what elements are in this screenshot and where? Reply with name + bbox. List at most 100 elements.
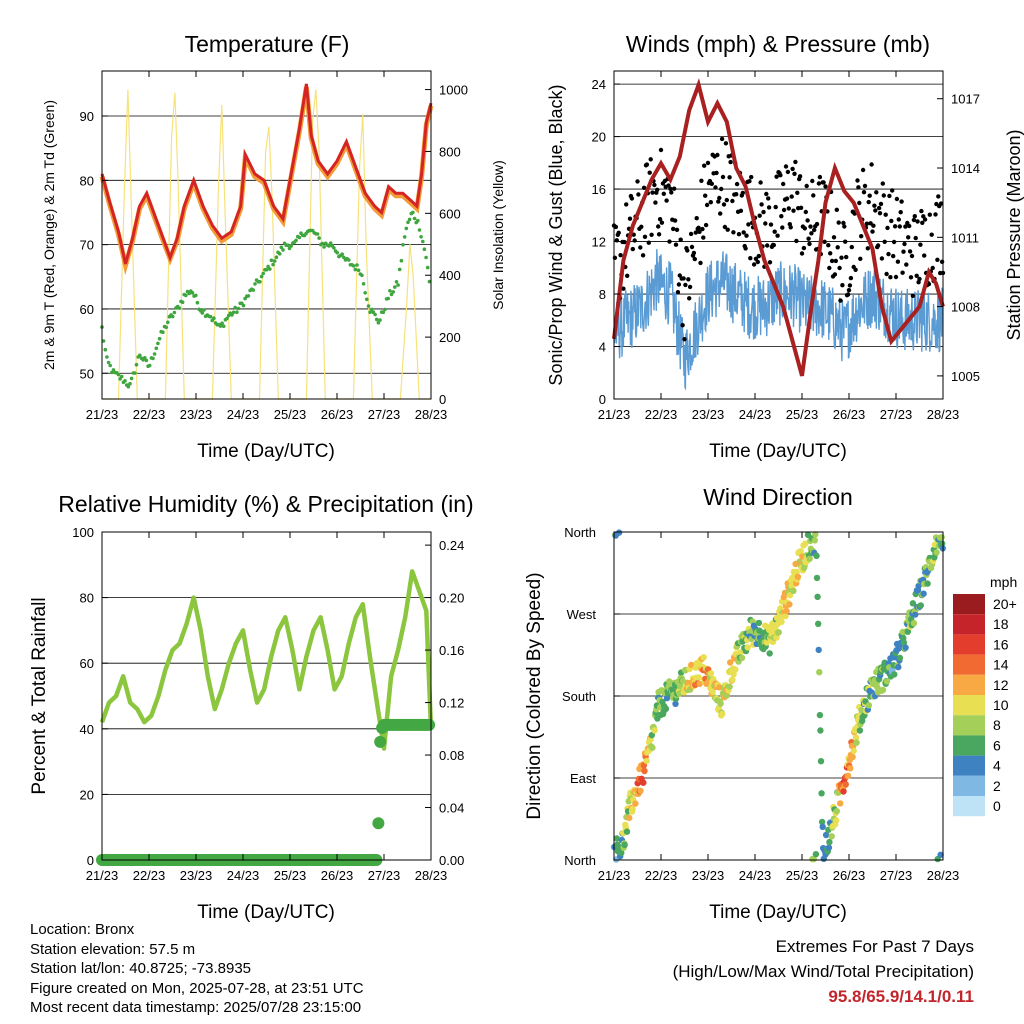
dewpoint-point (416, 218, 420, 223)
gust-point (909, 253, 915, 259)
dewpoint-point (119, 374, 124, 379)
gust-point (678, 237, 683, 242)
gust-point (655, 187, 660, 192)
temperature-xlabel: Time (Day/UTC) (197, 441, 335, 462)
x-tick-label: 23/23 (180, 407, 213, 422)
y-tick-label: 20 (592, 130, 606, 145)
gust-point (774, 174, 779, 179)
dewpoint-point (208, 314, 213, 319)
direction-point (790, 587, 797, 594)
direction-point (837, 800, 844, 807)
gust-point (898, 210, 903, 215)
y-tick-label: 60 (80, 302, 94, 317)
gust-point (869, 162, 874, 167)
dewpoint-point (236, 306, 241, 311)
winds-ylabel-right: Station Pressure (Maroon) (1004, 129, 1024, 340)
direction-point (793, 568, 800, 576)
gust-point (621, 286, 626, 291)
gust-point (771, 242, 776, 248)
direction-point (623, 828, 631, 835)
gust-point (835, 245, 840, 250)
direction-point (883, 678, 891, 685)
dewpoint-point (289, 244, 294, 248)
direction-point (842, 781, 849, 788)
dewpoint-point (138, 353, 142, 358)
y-tick-label: East (570, 771, 596, 786)
gust-point (832, 272, 838, 277)
direction-point (672, 700, 679, 707)
gust-point (612, 255, 618, 260)
dewpoint-point (230, 313, 234, 317)
gust-point (734, 192, 739, 197)
direction-point (626, 814, 633, 822)
colorbar-label: 18 (993, 616, 1009, 632)
dewpoint-point (361, 282, 366, 286)
gust-point (845, 292, 851, 297)
gust-point (829, 258, 835, 264)
gust-point (885, 225, 890, 231)
gust-point (933, 212, 938, 217)
direction-point (797, 548, 804, 555)
dewpoint-point (402, 235, 407, 239)
gust-point (827, 265, 832, 271)
gust-point (666, 183, 671, 188)
direction-point (812, 531, 819, 538)
extremes-title: Extremes For Past 7 Days (775, 937, 974, 956)
gust-point (659, 220, 665, 225)
gust-point (640, 253, 646, 258)
direction-point (856, 727, 864, 734)
y-tick-label: 70 (80, 238, 94, 253)
dewpoint-point (105, 355, 109, 359)
direction-point (909, 600, 917, 607)
dewpoint-point (144, 358, 149, 363)
gust-point (778, 173, 783, 178)
direction-point (700, 654, 707, 661)
gust-point (783, 164, 789, 169)
y-tick-label-right: 0 (439, 392, 446, 407)
gust-point (693, 230, 698, 235)
dewpoint-point (327, 244, 331, 248)
x-tick-label: 24/23 (739, 407, 772, 422)
dewpoint-point (157, 336, 162, 341)
gust-point (904, 262, 909, 267)
gust-point (713, 185, 718, 190)
gust-point (906, 235, 911, 240)
extremes-box: Extremes For Past 7 Days (High/Low/Max W… (673, 934, 974, 1009)
dewpoint-point (406, 220, 410, 225)
direction-point (816, 711, 824, 719)
temperature-ylabel-left: 2m & 9m T (Red, Orange) & 2m Td (Green) (41, 100, 57, 370)
direction-point (783, 607, 790, 615)
x-tick-label: 27/23 (880, 407, 913, 422)
colorbar-swatch (953, 634, 985, 655)
direction-point (850, 747, 857, 755)
gust-point (725, 227, 730, 232)
gust-point (842, 224, 847, 229)
direction-point (744, 644, 751, 651)
gust-point (768, 222, 774, 227)
gust-point (871, 223, 876, 228)
direction-point (815, 620, 822, 627)
gust-point (656, 232, 662, 237)
gust-point (811, 193, 816, 198)
dewpoint-point (133, 371, 137, 375)
direction-point (896, 654, 904, 662)
gust-point (672, 218, 678, 223)
dewpoint-point (170, 314, 175, 319)
gust-point (920, 220, 925, 225)
gust-point (853, 267, 858, 272)
gust-point (688, 231, 694, 237)
gust-point (696, 225, 701, 230)
colorbar-label: 16 (993, 636, 1009, 652)
gust-point (779, 214, 784, 219)
direction-point (844, 772, 852, 779)
colorbar-label: 2 (993, 778, 1001, 794)
x-tick-label: 24/23 (227, 407, 260, 422)
y-tick-label: North (564, 853, 596, 868)
gust-point (870, 229, 875, 234)
dewpoint-point (126, 384, 131, 389)
gust-point (939, 259, 945, 264)
gust-point (804, 183, 809, 189)
gust-point (797, 174, 803, 179)
gust-point (673, 242, 679, 247)
gust-point (789, 194, 794, 199)
